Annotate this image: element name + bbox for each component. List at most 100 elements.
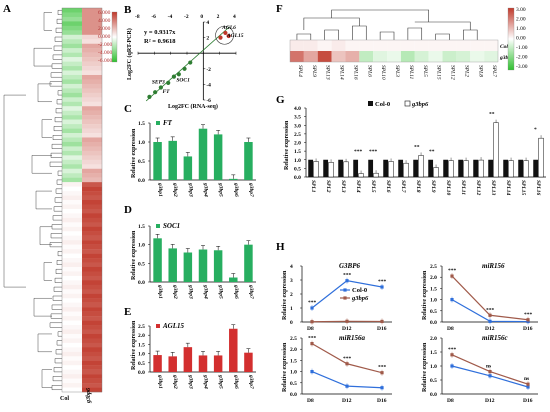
heatmap-cell bbox=[359, 40, 374, 51]
y-tick-label: 0 bbox=[290, 320, 293, 326]
heatmap-cell bbox=[456, 40, 471, 51]
x-tick-label: g3bp4 bbox=[203, 374, 209, 389]
x-tick-label: g3bp2 bbox=[172, 182, 178, 197]
heatmap-a-col-label: Col bbox=[60, 396, 69, 402]
significance-mark: ns bbox=[524, 376, 529, 382]
y-tick-label: 1.0 bbox=[294, 158, 301, 164]
heatmap-cell bbox=[317, 51, 332, 62]
x-tick-label: SPL10 bbox=[445, 180, 451, 196]
heatmap-cell bbox=[82, 43, 102, 49]
y-tick-label: 1 bbox=[290, 306, 293, 312]
y-tick-label: 1.0 bbox=[138, 352, 145, 358]
y-tick-label: 2.0 bbox=[294, 141, 301, 147]
x-tick-label: -8 bbox=[135, 14, 140, 20]
heatmap-cell bbox=[62, 320, 82, 326]
heatmap-cell bbox=[62, 34, 82, 40]
heatmap-cell bbox=[62, 258, 82, 263]
heatmap-cell bbox=[62, 213, 82, 219]
heatmap-cell bbox=[317, 40, 332, 51]
dendrogram-a bbox=[3, 10, 62, 390]
heatmap-cell bbox=[82, 222, 102, 227]
heatmap-cell bbox=[82, 8, 102, 13]
heatmap-cell bbox=[290, 40, 304, 51]
heatmap-cell bbox=[62, 266, 82, 272]
y-tick-label: 2.0 bbox=[290, 347, 297, 353]
heatmap-cell bbox=[82, 374, 102, 379]
heatmap-cell bbox=[62, 124, 82, 129]
gene-label: SPL9 bbox=[311, 65, 317, 77]
x-tick-label: SPL16 bbox=[535, 180, 541, 196]
heatmap-cell bbox=[456, 51, 471, 62]
y-tick-label: 0.0 bbox=[430, 320, 437, 326]
heatmap-cell bbox=[82, 88, 102, 94]
x-tick-label: D8 bbox=[307, 398, 314, 404]
bar-col0 bbox=[518, 159, 524, 177]
gene-label: SPL6 bbox=[366, 65, 372, 77]
heatmap-cell bbox=[82, 168, 102, 174]
scatter-point bbox=[158, 85, 163, 90]
dendrogram-f bbox=[296, 9, 478, 40]
x-tick-label: g3bp6 bbox=[233, 182, 239, 197]
heatmap-cell bbox=[62, 374, 82, 379]
x-tick-label: SPL6 bbox=[385, 180, 391, 193]
heatmap-cell bbox=[82, 34, 102, 40]
panel-label-f: F bbox=[276, 3, 283, 15]
bar bbox=[153, 355, 162, 372]
heatmap-cell bbox=[62, 159, 82, 165]
x-tick-label: g3bp1 bbox=[157, 182, 163, 197]
heatmap-cell bbox=[82, 128, 102, 134]
row-label: Col-0 bbox=[500, 44, 513, 50]
x-tick-label: SPL12 bbox=[475, 180, 481, 196]
heatmap-cell bbox=[62, 316, 82, 321]
y-axis-label: Relative expression bbox=[284, 120, 290, 170]
bar bbox=[183, 252, 193, 282]
y-tick-label: 2.5 bbox=[430, 264, 437, 270]
y-tick-label: 2.5 bbox=[290, 336, 297, 342]
x-tick-label: g3bp4 bbox=[203, 182, 209, 197]
gene-label: SPL11 bbox=[408, 65, 414, 80]
heatmap-cell bbox=[82, 106, 102, 111]
heatmap-cell bbox=[373, 40, 388, 51]
heatmap-cell bbox=[82, 266, 102, 272]
heatmap-cell bbox=[82, 369, 102, 375]
scale-tick-label: 0.000 bbox=[98, 34, 111, 40]
heatmap-cell bbox=[82, 191, 102, 196]
heatmap-cell bbox=[82, 333, 102, 339]
significance-mark: *** bbox=[448, 347, 457, 353]
bar bbox=[168, 356, 177, 372]
y-tick-label: 0.0 bbox=[138, 178, 145, 184]
significance-mark: *** bbox=[354, 149, 363, 155]
heatmap-cell bbox=[82, 289, 102, 294]
panel-label-b: B bbox=[124, 4, 132, 16]
y-tick-label: 4 bbox=[206, 20, 209, 26]
gene-label: SPL10 bbox=[380, 65, 386, 80]
heatmap-a-cells bbox=[61, 7, 103, 393]
heatmap-cell bbox=[62, 325, 82, 330]
y-axis-label: Relative expression bbox=[282, 270, 288, 320]
y-tick-label: 4 bbox=[290, 264, 293, 270]
gene-label: SPL16 bbox=[352, 65, 358, 80]
y-axis-label: Relative expression bbox=[131, 320, 137, 370]
bar-chart-e: 0.0 0.5 1.0 1.5 2.0 2.5 g3bp1 g3bp2 g3bp3 g3bp4 g3… bbox=[131, 320, 256, 389]
heatmap-cell bbox=[62, 253, 82, 259]
bar bbox=[213, 355, 223, 372]
heatmap-cell bbox=[62, 302, 82, 308]
significance-mark: *** bbox=[378, 365, 387, 371]
chart-title: miR156 bbox=[482, 262, 505, 270]
x-tick-label: g3bp3 bbox=[187, 284, 193, 299]
heatmap-cell bbox=[62, 141, 82, 147]
heatmap-cell bbox=[62, 150, 82, 156]
panel-label-a: A bbox=[3, 3, 11, 15]
heatmap-cell bbox=[62, 186, 82, 192]
heatmap-cell bbox=[428, 51, 443, 62]
heatmap-cell bbox=[62, 208, 82, 214]
scale-tick-label: -2.000 bbox=[98, 42, 112, 48]
y-tick-label: 2 bbox=[206, 36, 209, 42]
heatmap-cell bbox=[345, 51, 360, 62]
gene-label: SPL5 bbox=[422, 65, 428, 77]
bar bbox=[168, 248, 177, 282]
bar bbox=[183, 347, 193, 372]
heatmap-cell bbox=[82, 177, 102, 183]
heatmap-frame bbox=[61, 7, 103, 393]
significance-mark: ** bbox=[429, 149, 435, 155]
